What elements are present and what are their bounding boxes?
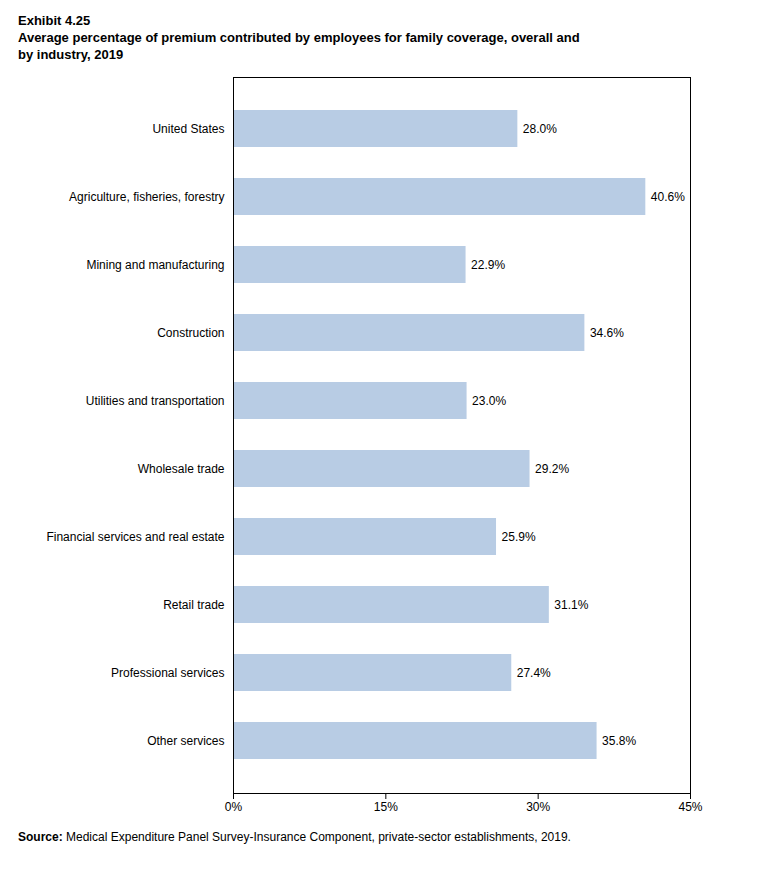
svg-text:29.2%: 29.2% [535,462,569,476]
svg-text:22.9%: 22.9% [471,258,505,272]
svg-text:Professional services: Professional services [111,666,224,680]
svg-text:15%: 15% [374,800,398,814]
html-text:Average percentage of premium: Average percentage of premium contribute… [18,30,580,45]
svg-text:Wholesale trade: Wholesale trade [138,462,225,476]
svg-text:34.6%: 34.6% [590,326,624,340]
svg-text:30%: 30% [526,800,550,814]
svg-text:Financial services and real es: Financial services and real estate [46,530,224,544]
svg-text:Agriculture, fisheries, forest: Agriculture, fisheries, forestry [69,190,224,204]
svg-text:Retail trade: Retail trade [163,598,225,612]
svg-text:40.6%: 40.6% [651,190,685,204]
html-text:Source: Medical Expenditure Pa: Source: Medical Expenditure Panel Survey… [18,830,571,844]
svg-text:Utilities and transportation: Utilities and transportation [86,394,225,408]
svg-text:45%: 45% [678,800,702,814]
svg-text:Construction: Construction [157,326,224,340]
svg-text:0%: 0% [225,800,243,814]
svg-text:United States: United States [152,122,224,136]
svg-text:23.0%: 23.0% [472,394,506,408]
svg-text:Mining and manufacturing: Mining and manufacturing [86,258,224,272]
svg-text:28.0%: 28.0% [523,122,557,136]
html-text:by industry, 2019: by industry, 2019 [18,47,124,62]
svg-text:27.4%: 27.4% [517,666,551,680]
svg-text:Other services: Other services [147,734,224,748]
svg-text:25.9%: 25.9% [502,530,536,544]
html-text:Exhibit 4.25: Exhibit 4.25 [18,13,91,28]
svg-text:31.1%: 31.1% [554,598,588,612]
svg-text:35.8%: 35.8% [602,734,636,748]
